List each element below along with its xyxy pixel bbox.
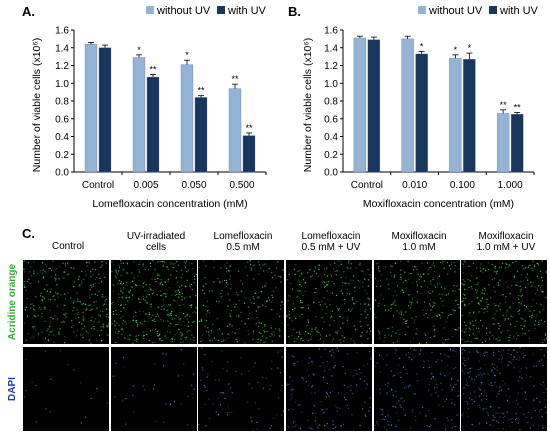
- bar: [180, 64, 194, 173]
- bar: [132, 57, 146, 173]
- legend-swatch: [146, 6, 154, 14]
- panel-letter: B.: [288, 4, 301, 19]
- bar: [496, 113, 510, 173]
- y-axis-title: Number of viable cells (x10⁶): [31, 38, 43, 172]
- bar: [401, 38, 414, 173]
- bar: [353, 37, 367, 173]
- x-tick-label: 0.010: [402, 180, 427, 191]
- y-tick-label: 1.0: [55, 79, 69, 90]
- micrograph-tile: [374, 347, 460, 431]
- micrograph-tile: [198, 260, 284, 344]
- legend-swatch: [418, 6, 426, 14]
- x-axis-title: Lomefloxacin concentration (mM): [92, 198, 247, 210]
- row-label: Acridine orange: [7, 264, 18, 341]
- x-tick-label: 1.000: [498, 180, 523, 191]
- bar: [194, 97, 208, 173]
- column-label: 1.0 mM: [402, 242, 435, 253]
- x-tick-label: Control: [82, 180, 114, 191]
- bar: [415, 53, 428, 173]
- x-tick-label: 0.500: [229, 180, 254, 191]
- y-tick-label: 1.6: [324, 26, 338, 37]
- significance-mark: **: [149, 64, 157, 74]
- bar: [510, 114, 524, 173]
- micrograph-tile: [461, 260, 548, 344]
- significance-mark: *: [137, 45, 141, 55]
- bar: [84, 44, 98, 173]
- column-label: 1.0 mM + UV: [477, 242, 536, 253]
- significance-mark: *: [454, 45, 458, 55]
- chart-a: A. without UV with UV 0.0 0.2 0.4 0.6 0.8 1.0 1.2…: [22, 4, 267, 210]
- y-tick-label: 0.8: [55, 97, 69, 108]
- legend-swatch: [217, 6, 225, 14]
- x-axis-title: Moxifloxacin concentration (mM): [363, 198, 514, 210]
- column-label: Moxifloxacin: [391, 231, 446, 242]
- y-tick-label: 0.4: [55, 132, 69, 143]
- micrograph-tile: [23, 260, 109, 344]
- micrograph-tile: [286, 260, 372, 344]
- y-tick-label: 0.6: [55, 114, 69, 125]
- column-label: 0.5 mM: [226, 242, 259, 253]
- y-tick-label: 1.4: [55, 43, 69, 54]
- legend-label: without UV: [428, 5, 483, 17]
- bar: [242, 135, 256, 173]
- panel-letter: A.: [22, 4, 35, 19]
- micrograph-tile: [111, 260, 198, 344]
- y-tick-label: 1.6: [55, 26, 69, 37]
- y-tick-label: 0.2: [324, 150, 338, 161]
- legend-label: with UV: [499, 5, 539, 17]
- bar: [367, 39, 381, 173]
- column-label: cells: [146, 242, 166, 253]
- panel-letter: C.: [22, 226, 35, 241]
- significance-mark: **: [231, 74, 239, 84]
- column-label: UV-irradiated: [127, 231, 185, 242]
- significance-mark: *: [420, 41, 424, 51]
- micrograph-tile: [198, 347, 285, 431]
- y-tick-label: 0.4: [324, 132, 338, 143]
- y-axis-title: Number of viable cells (x10⁶): [302, 38, 314, 172]
- significance-mark: **: [514, 103, 522, 113]
- significance-mark: **: [197, 86, 205, 96]
- y-tick-label: 0.8: [324, 97, 338, 108]
- column-label: 0.5 mM + UV: [302, 242, 361, 253]
- bar: [146, 76, 160, 173]
- micrograph-tile: [23, 347, 109, 431]
- micrograph-tile: [286, 347, 372, 431]
- y-tick-label: 1.2: [324, 61, 338, 72]
- significance-mark: **: [245, 123, 253, 133]
- x-tick-label: 0.005: [133, 180, 158, 191]
- bar: [449, 58, 462, 173]
- y-tick-label: 0.0: [55, 168, 69, 179]
- row-label: DAPI: [7, 377, 18, 401]
- column-label: Moxifloxacin: [478, 231, 533, 242]
- y-tick-label: 1.4: [324, 43, 338, 54]
- significance-mark: *: [185, 50, 189, 60]
- micrograph-tile: [111, 347, 197, 431]
- legend-label: with UV: [227, 5, 267, 17]
- chart-b: B. without UV with UV 0.0 0.2 0.4 0.6 0.8 1.0 1.2…: [288, 4, 539, 210]
- bar: [463, 59, 476, 173]
- x-tick-label: Control: [351, 180, 383, 191]
- significance-mark: *: [468, 43, 472, 53]
- bar: [228, 88, 242, 173]
- legend-swatch: [489, 6, 497, 14]
- column-label: Control: [52, 241, 84, 252]
- y-tick-label: 0.2: [55, 150, 69, 161]
- column-label: Lomefloxacin: [214, 231, 273, 242]
- panel-c: C.ControlUV-irradiatedcellsLomefloxacin0…: [7, 226, 548, 431]
- x-tick-label: 0.100: [450, 180, 475, 191]
- y-tick-label: 1.0: [324, 79, 338, 90]
- y-tick-label: 0.6: [324, 114, 338, 125]
- x-tick-label: 0.050: [181, 180, 206, 191]
- bar: [98, 47, 112, 173]
- significance-mark: **: [500, 100, 508, 110]
- y-tick-label: 1.2: [55, 61, 69, 72]
- micrograph-tile: [374, 260, 460, 344]
- y-tick-label: 0.0: [324, 168, 338, 179]
- column-label: Lomefloxacin: [302, 231, 361, 242]
- legend-label: without UV: [156, 5, 211, 17]
- micrograph-tile: [461, 347, 547, 431]
